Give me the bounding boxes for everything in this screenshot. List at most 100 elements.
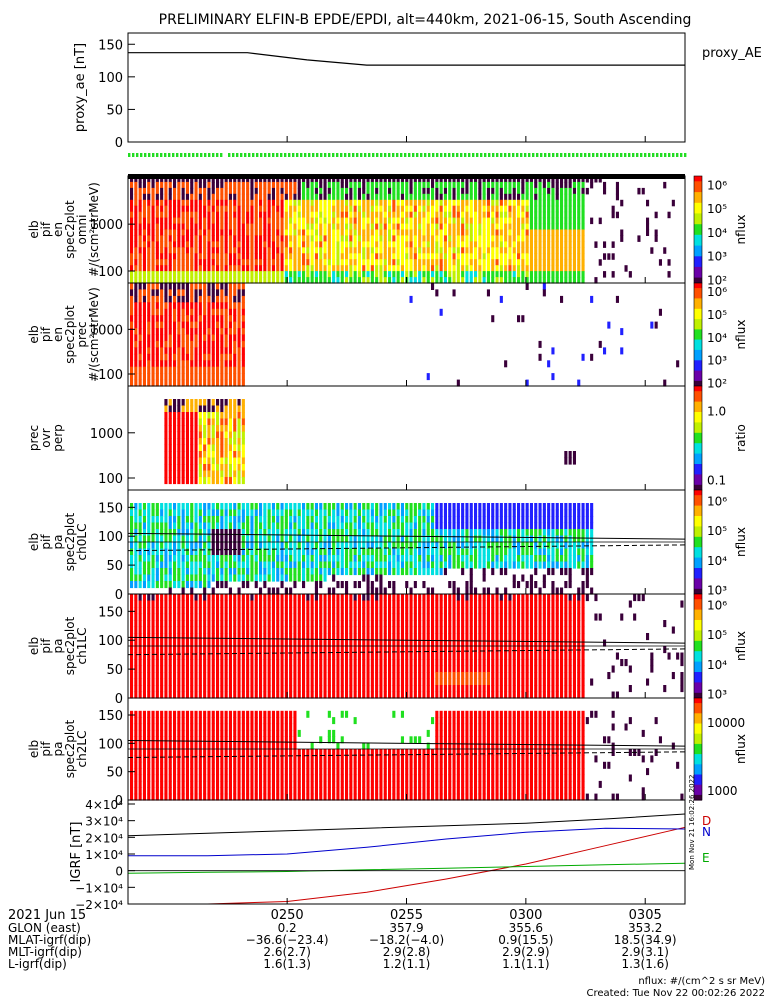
spectrogram-cell	[302, 652, 306, 660]
spectrogram-cell	[357, 193, 361, 201]
spectrogram-cell	[409, 271, 413, 278]
spectrogram-cell	[366, 241, 370, 248]
spectrogram-cell	[246, 568, 250, 576]
spectrogram-cell	[130, 581, 134, 589]
spectrogram-cell	[400, 176, 404, 183]
spectrogram-cell	[332, 639, 336, 647]
spectrogram-cell	[173, 672, 177, 680]
spectrogram-cell	[130, 353, 134, 361]
spectrogram-cell	[203, 451, 207, 459]
spectrogram-cell	[555, 516, 559, 524]
spectrogram-cell	[181, 321, 185, 329]
spectrogram-cell	[155, 259, 159, 266]
spectrogram-cell	[439, 522, 443, 530]
spectrogram-cell	[302, 561, 306, 569]
spectrogram-cell	[332, 561, 336, 569]
spectrogram-cell	[572, 451, 576, 459]
spectrogram-cell	[323, 542, 327, 550]
spectrogram-cell	[164, 620, 168, 628]
spectrogram-cell	[185, 259, 189, 266]
spectrogram-cell	[224, 235, 228, 242]
spectrogram-cell	[499, 561, 503, 569]
spectrogram-cell	[379, 672, 383, 680]
spectrogram-cell	[456, 253, 460, 260]
spectrogram-cell	[203, 265, 207, 272]
spectrogram-cell	[581, 271, 585, 278]
spectrogram-cell	[168, 405, 172, 413]
spectrogram-cell	[164, 289, 168, 297]
spectrogram-cell	[396, 542, 400, 550]
spectrogram-cell	[142, 503, 146, 511]
spectrogram-cell	[534, 176, 538, 183]
spectrogram-cell	[439, 176, 443, 183]
spectrogram-cell	[551, 253, 555, 260]
spectrogram-cell	[181, 503, 185, 511]
spectrogram-cell	[211, 295, 215, 303]
spectrogram-cell	[340, 659, 344, 667]
spectrogram-cell	[130, 360, 134, 368]
spectrogram-cell	[280, 253, 284, 260]
spectrogram-cell	[233, 412, 237, 420]
spectrogram-cell	[185, 347, 189, 355]
spectrogram-cell	[177, 289, 181, 297]
spectrogram-cell	[474, 199, 478, 207]
spectrogram-cell	[185, 321, 189, 329]
spectrogram-cell	[250, 271, 254, 278]
spectrogram-cell	[482, 574, 486, 582]
spectrogram-cell	[134, 659, 138, 667]
spectrogram-cell	[190, 418, 194, 426]
spectrogram-cell	[228, 399, 232, 407]
spectrogram-cell	[190, 464, 194, 472]
spectrogram-cell	[160, 568, 164, 576]
spectrogram-cell	[345, 253, 349, 260]
spectrogram-cell	[388, 561, 392, 569]
spectrogram-cell	[250, 235, 254, 242]
spectrogram-cell	[228, 241, 232, 248]
spectrogram-cell	[297, 509, 301, 517]
spectrogram-cell	[357, 271, 361, 278]
spectrogram-cell	[160, 373, 164, 381]
spectrogram-cell	[512, 247, 516, 254]
spectrogram-cell	[220, 542, 224, 550]
spectrogram-cell	[521, 542, 525, 550]
spectrogram-cell	[310, 211, 314, 219]
spectrogram-cell	[203, 477, 207, 485]
spectrogram-cell	[151, 340, 155, 348]
spectrogram-cell	[646, 229, 650, 236]
spectrogram-cell	[482, 259, 486, 266]
spectrogram-cell	[228, 373, 232, 381]
spectrogram-cell	[142, 548, 146, 556]
spectrogram-cell	[130, 328, 134, 336]
spectrogram-cell	[362, 265, 366, 272]
spectrogram-cell	[568, 574, 572, 582]
spectrogram-cell	[194, 691, 198, 699]
spectrogram-cell	[314, 685, 318, 693]
spectrogram-cell	[181, 223, 185, 231]
spectrogram-cell	[538, 587, 542, 595]
spectrogram-cell	[198, 678, 202, 686]
spectrogram-cell	[185, 295, 189, 303]
spectrogram-cell	[155, 555, 159, 563]
spectrogram-cell	[375, 235, 379, 242]
spectrogram-cell	[353, 181, 357, 189]
spectrogram-cell	[560, 271, 564, 278]
spectrogram-cell	[271, 678, 275, 686]
spectrogram-cell	[495, 229, 499, 236]
spectrogram-cell	[418, 205, 422, 213]
spectrogram-cell	[168, 613, 172, 621]
spectrogram-cell	[173, 477, 177, 485]
spectrogram-cell	[147, 691, 151, 699]
spectrogram-cell	[155, 516, 159, 524]
spectrogram-cell	[267, 561, 271, 569]
spectrogram-cell	[138, 373, 142, 381]
spectrogram-cell	[418, 555, 422, 563]
spectrogram-cell	[564, 199, 568, 207]
spectrogram-cell	[211, 412, 215, 420]
spectrogram-cell	[177, 691, 181, 699]
spectrogram-cell	[345, 620, 349, 628]
spectrogram-cell	[370, 685, 374, 693]
spectrogram-cell	[310, 568, 314, 576]
spectrogram-cell	[151, 334, 155, 342]
spectrogram-cell	[405, 509, 409, 517]
spectrogram-cell	[469, 522, 473, 530]
